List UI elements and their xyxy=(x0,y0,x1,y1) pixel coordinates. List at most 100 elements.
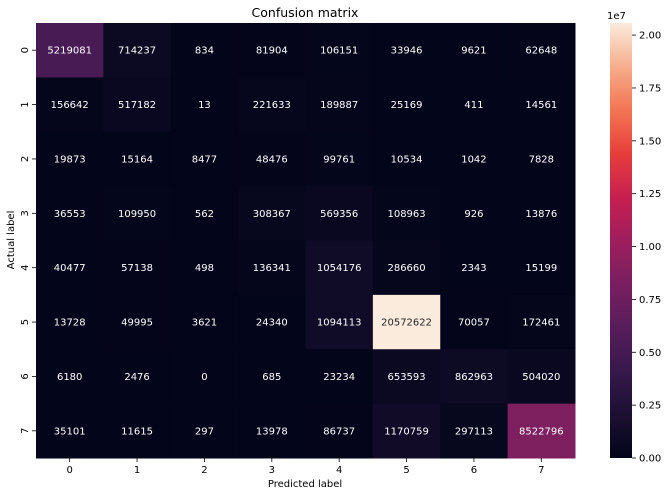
heatmap-cell xyxy=(103,403,172,459)
cell-value-label: 86737 xyxy=(323,426,355,437)
cell-value-label: 0 xyxy=(201,372,207,383)
y-tick-label: 5 xyxy=(20,319,31,325)
heatmap-cell xyxy=(36,240,104,296)
colorbar-tick-label: 1.75 xyxy=(639,83,661,94)
cell-value-label: 286660 xyxy=(387,263,425,274)
heatmap-cell xyxy=(36,186,104,241)
heatmap-cell xyxy=(36,294,104,350)
heatmap-cell xyxy=(507,240,576,296)
chart-title: Confusion matrix xyxy=(252,5,359,20)
heatmap-cell xyxy=(305,23,374,78)
heatmap-cell xyxy=(170,294,239,350)
cell-value-label: 13728 xyxy=(54,318,86,329)
heatmap-cell xyxy=(440,186,509,241)
heatmap-cell xyxy=(440,294,509,350)
heatmap-cell xyxy=(507,77,576,133)
x-tick-label: 7 xyxy=(538,465,544,476)
heatmap-cell xyxy=(507,403,576,459)
heatmap-cell xyxy=(36,349,104,405)
cell-value-label: 19873 xyxy=(54,154,86,165)
cell-value-label: 862963 xyxy=(455,372,493,383)
cell-value-label: 308367 xyxy=(253,209,291,220)
y-tick-label: 6 xyxy=(20,373,31,379)
cell-value-label: 562 xyxy=(195,209,214,220)
heatmap-cell xyxy=(103,131,172,187)
cell-value-label: 714237 xyxy=(118,46,156,57)
cell-value-label: 189887 xyxy=(320,100,358,111)
heatmap-cell xyxy=(36,403,104,459)
heatmap-cell xyxy=(238,349,306,405)
cell-value-label: 36553 xyxy=(54,209,86,220)
colorbar-tick-label: 0.50 xyxy=(639,348,661,359)
heatmap-cell xyxy=(103,240,172,296)
heatmap-cell xyxy=(440,77,509,133)
y-tick-label: 0 xyxy=(20,47,31,53)
cell-value-label: 35101 xyxy=(54,426,86,437)
cell-value-label: 685 xyxy=(262,372,281,383)
colorbar-tick-label: 0.00 xyxy=(639,454,661,465)
cell-value-label: 1042 xyxy=(461,154,486,165)
heatmap-cell xyxy=(36,131,104,187)
heatmap-cell xyxy=(440,240,509,296)
heatmap-cell xyxy=(238,131,306,187)
colorbar-tick-label: 1.00 xyxy=(639,242,661,253)
heatmap-cell xyxy=(372,240,441,296)
y-tick-label: 7 xyxy=(20,428,31,434)
heatmap-cell xyxy=(170,240,239,296)
heatmap-cell xyxy=(103,77,172,133)
cell-value-label: 20572622 xyxy=(381,318,432,329)
cell-value-label: 504020 xyxy=(522,372,560,383)
heatmap-cell xyxy=(170,77,239,133)
heatmap-cell xyxy=(103,186,172,241)
cell-value-label: 3621 xyxy=(192,318,217,329)
heatmap-cell xyxy=(170,349,239,405)
cell-value-label: 297 xyxy=(195,426,214,437)
cell-value-label: 221633 xyxy=(253,100,291,111)
cell-value-label: 8522796 xyxy=(519,426,564,437)
cell-value-label: 81904 xyxy=(256,46,288,57)
heatmap-cell xyxy=(440,349,509,405)
y-tick-label: 4 xyxy=(20,265,31,271)
heatmap-cell xyxy=(238,77,306,133)
cell-value-label: 926 xyxy=(464,209,483,220)
heatmap-cell xyxy=(305,240,374,296)
cell-value-label: 25169 xyxy=(391,100,423,111)
heatmap-cell xyxy=(507,294,576,350)
heatmap-cell xyxy=(305,403,374,459)
heatmap-cell xyxy=(36,23,104,78)
cell-value-label: 23234 xyxy=(323,372,355,383)
cell-value-label: 8477 xyxy=(192,154,217,165)
heatmap-cell xyxy=(372,23,441,78)
cell-value-label: 48476 xyxy=(256,154,288,165)
heatmap-cell xyxy=(103,23,172,78)
cell-value-label: 2343 xyxy=(461,263,486,274)
cell-value-label: 1170759 xyxy=(384,426,429,437)
heatmap-cell-labels: 5219081 714237 834 81904 106151 33946 9621 6264… xyxy=(47,46,563,438)
heatmap-cell xyxy=(440,403,509,459)
heatmap-cell xyxy=(305,294,374,350)
y-tick-label: 1 xyxy=(20,101,31,107)
heatmap-cell xyxy=(170,131,239,187)
y-tick-label: 2 xyxy=(20,156,31,162)
cell-value-label: 11615 xyxy=(121,426,153,437)
heatmap-cell xyxy=(170,186,239,241)
x-tick-label: 6 xyxy=(471,465,477,476)
heatmap-cell xyxy=(305,131,374,187)
cell-value-label: 517182 xyxy=(118,100,156,111)
heatmap-cell xyxy=(440,131,509,187)
colorbar-tick-label: 1.25 xyxy=(639,189,661,200)
heatmap-cell xyxy=(238,186,306,241)
cell-value-label: 40477 xyxy=(54,263,86,274)
cell-value-label: 106151 xyxy=(320,46,358,57)
heatmap-cell xyxy=(440,23,509,78)
heatmap-cell xyxy=(372,349,441,405)
heatmap-cell xyxy=(305,77,374,133)
heatmap-cell xyxy=(305,186,374,241)
heatmap-cell xyxy=(372,131,441,187)
heatmap-cell xyxy=(507,23,576,78)
x-tick-label: 0 xyxy=(67,465,73,476)
cell-value-label: 15164 xyxy=(121,154,153,165)
colorbar-tick-label: 0.25 xyxy=(639,401,661,412)
cell-value-label: 13978 xyxy=(256,426,288,437)
